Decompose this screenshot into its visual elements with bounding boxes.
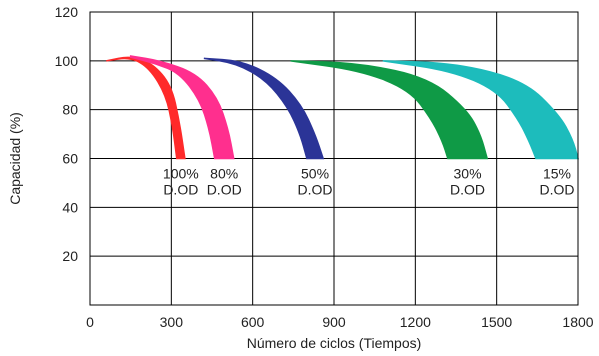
x-axis-title: Número de ciclos (Tiempos) (247, 335, 422, 351)
series-label-0-value: 100% (163, 166, 199, 182)
x-tick-label-2: 600 (241, 314, 265, 330)
x-tick-label-3: 900 (322, 314, 346, 330)
series-label-2-value: 50% (301, 166, 329, 182)
y-tick-label-3: 80 (62, 102, 78, 118)
x-tick-label-5: 1500 (481, 314, 512, 330)
series-label-3-dod: D.OD (450, 182, 485, 198)
y-tick-label-5: 120 (55, 4, 79, 20)
series-label-1-dod: D.OD (207, 182, 242, 198)
grid (90, 11, 578, 305)
x-tick-label-1: 300 (160, 314, 184, 330)
series-label-2-dod: D.OD (298, 182, 333, 198)
x-tick-label-0: 0 (86, 314, 94, 330)
y-tick-label-2: 60 (62, 151, 78, 167)
x-tick-label-4: 1200 (400, 314, 431, 330)
plot-frame (89, 11, 579, 306)
series-label-3-value: 30% (454, 166, 482, 182)
plot-border (89, 11, 579, 306)
series-label-4-value: 15% (543, 166, 571, 182)
series-band-0 (106, 56, 186, 160)
series-layer (106, 55, 579, 160)
series-label-4-dod: D.OD (539, 182, 574, 198)
series-band-1 (129, 55, 235, 160)
series-label-0-dod: D.OD (163, 182, 198, 198)
y-tick-label-4: 100 (55, 53, 79, 69)
y-axis-title: Capacidad (%) (7, 112, 23, 205)
y-tick-label-1: 40 (62, 199, 78, 215)
y-tick-label-0: 20 (62, 248, 78, 264)
x-tick-label-6: 1800 (562, 314, 593, 330)
series-band-3 (290, 60, 489, 160)
series-label-1-value: 80% (210, 166, 238, 182)
series-band-2 (203, 57, 325, 160)
